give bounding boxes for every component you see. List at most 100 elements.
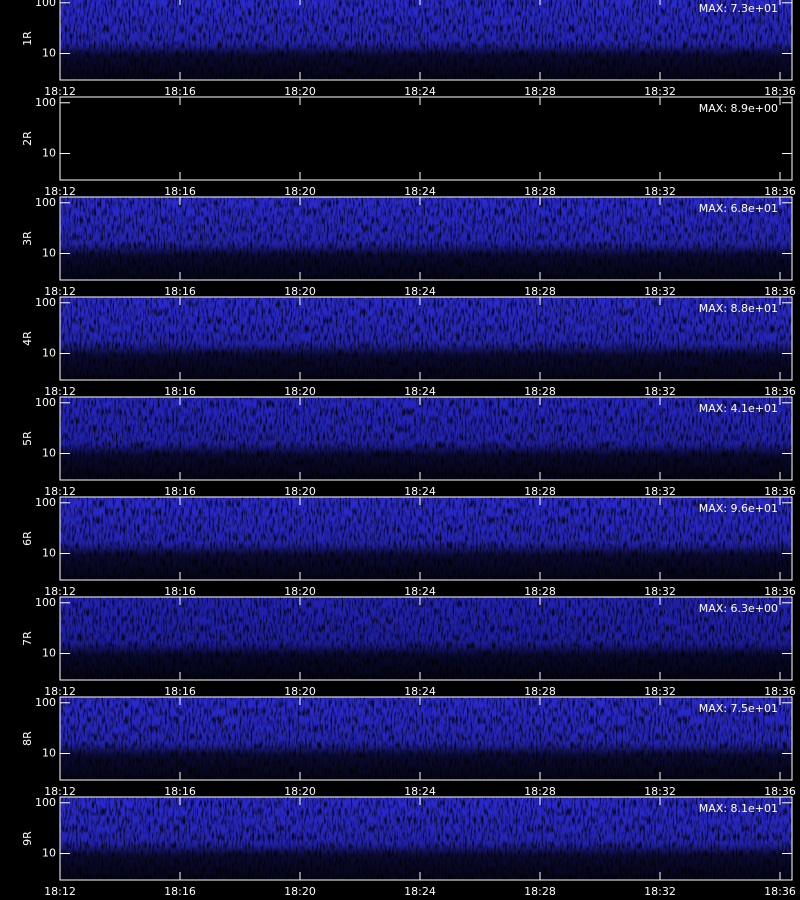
x-tick-label: 18:36 [764,185,796,198]
y-axis-label: 8R [21,731,34,746]
max-annotation: MAX: 6.8e+01 [699,202,778,215]
panel: 10 100 18:12 18:16 18:20 18:24 18:28 18:32 18:36… [21,796,796,898]
plot-frame [59,596,793,681]
x-tick-label: 18:16 [164,685,196,698]
y-tick-label: 100 [35,0,56,9]
x-tick-label: 18:12 [44,485,76,498]
spectrogram-shade [60,97,792,180]
x-tick-label: 18:32 [644,685,676,698]
max-annotation: MAX: 7.5e+01 [699,702,778,715]
x-tick-label: 18:28 [524,385,556,398]
y-tick-label: 100 [35,296,56,309]
x-tick-label: 18:36 [764,385,796,398]
x-tick-label: 18:36 [764,685,796,698]
y-axis-label: 9R [21,831,34,846]
y-tick-label: 10 [42,46,56,59]
x-tick-label: 18:24 [404,485,436,498]
panel: 10 100 18:12 18:16 18:20 18:24 18:28 18:32 18:36… [21,0,796,98]
x-tick-label: 18:20 [284,485,316,498]
spectrogram-shade [60,0,792,80]
x-tick-label: 18:24 [404,885,436,898]
spectrogram-shade [60,597,792,680]
y-axis-label: 7R [21,631,34,646]
panel: 10 100 18:12 18:16 18:20 18:24 18:28 18:32 18:36… [21,196,796,298]
y-tick-label: 100 [35,396,56,409]
x-tick-label: 18:28 [524,485,556,498]
x-tick-label: 18:20 [284,885,316,898]
plot-frame [59,0,793,81]
y-tick-label: 100 [35,596,56,609]
x-tick-label: 18:24 [404,85,436,98]
x-tick-label: 18:36 [764,885,796,898]
x-tick-label: 18:36 [764,485,796,498]
max-annotation: MAX: 8.9e+00 [699,102,778,115]
x-tick-label: 18:12 [44,585,76,598]
x-tick-label: 18:12 [44,685,76,698]
x-tick-label: 18:16 [164,85,196,98]
x-tick-label: 18:28 [524,185,556,198]
y-tick-label: 10 [42,146,56,159]
spectrogram-shade [60,197,792,280]
panel: 10 100 18:12 18:16 18:20 18:24 18:28 18:32 18:36… [21,96,796,198]
x-tick-label: 18:24 [404,185,436,198]
plot-frame [59,196,793,281]
x-tick-label: 18:24 [404,585,436,598]
y-axis-label: 2R [21,131,34,146]
max-annotation: MAX: 8.8e+01 [699,302,778,315]
x-tick-label: 18:12 [44,885,76,898]
x-tick-label: 18:16 [164,185,196,198]
plot-frame [59,496,793,581]
y-tick-label: 10 [42,646,56,659]
spectrogram-shade [60,497,792,580]
y-axis-label: 5R [21,431,34,446]
panel: 10 100 18:12 18:16 18:20 18:24 18:28 18:32 18:36… [21,496,796,598]
panel: 10 100 18:12 18:16 18:20 18:24 18:28 18:32 18:36… [21,396,796,498]
x-tick-label: 18:24 [404,285,436,298]
y-tick-label: 100 [35,696,56,709]
y-tick-label: 100 [35,496,56,509]
x-tick-label: 18:12 [44,785,76,798]
y-tick-label: 10 [42,346,56,359]
x-tick-label: 18:28 [524,685,556,698]
x-tick-label: 18:28 [524,285,556,298]
spectrogram-shade [60,397,792,480]
panel: 10 100 18:12 18:16 18:20 18:24 18:28 18:32 18:36… [21,296,796,398]
panel: 10 100 18:12 18:16 18:20 18:24 18:28 18:32 18:36… [21,596,796,698]
x-tick-label: 18:20 [284,585,316,598]
x-tick-label: 18:36 [764,85,796,98]
spectrogram-shade [60,797,792,880]
x-tick-label: 18:36 [764,785,796,798]
x-tick-label: 18:20 [284,385,316,398]
max-annotation: MAX: 6.3e+00 [699,602,778,615]
max-annotation: MAX: 8.1e+01 [699,802,778,815]
x-tick-label: 18:24 [404,385,436,398]
y-tick-label: 100 [35,196,56,209]
max-annotation: MAX: 7.3e+01 [699,2,778,15]
x-tick-label: 18:12 [44,85,76,98]
x-tick-label: 18:16 [164,385,196,398]
x-tick-label: 18:32 [644,885,676,898]
y-tick-label: 10 [42,846,56,859]
y-axis-label: 1R [21,31,34,46]
spectrogram-shade [60,697,792,780]
plot-frame [59,396,793,481]
x-tick-label: 18:16 [164,785,196,798]
x-tick-label: 18:28 [524,85,556,98]
max-annotation: MAX: 9.6e+01 [699,502,778,515]
y-axis-label: 6R [21,531,34,546]
x-tick-label: 18:32 [644,785,676,798]
x-tick-label: 18:20 [284,685,316,698]
x-tick-label: 18:16 [164,585,196,598]
y-tick-label: 10 [42,446,56,459]
x-tick-label: 18:16 [164,285,196,298]
spectrogram-shade [60,297,792,380]
y-tick-label: 100 [35,96,56,109]
x-tick-label: 18:36 [764,585,796,598]
y-tick-label: 100 [35,796,56,809]
x-tick-label: 18:32 [644,185,676,198]
plot-frame [59,96,793,181]
x-tick-label: 18:28 [524,585,556,598]
x-tick-label: 18:24 [404,785,436,798]
x-tick-label: 18:32 [644,285,676,298]
